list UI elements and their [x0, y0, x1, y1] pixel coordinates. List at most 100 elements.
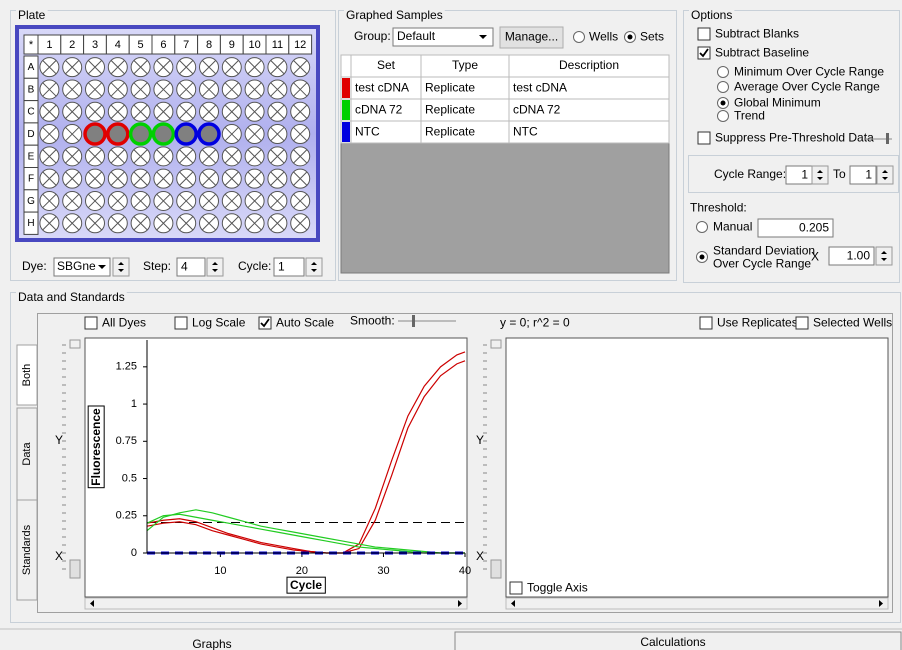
column-label: 5 [138, 39, 144, 51]
well-x [270, 171, 285, 186]
spin-up [882, 170, 888, 173]
well-x [65, 194, 80, 208]
spin-up [817, 170, 823, 173]
table-row[interactable] [340, 120, 670, 144]
column-label: 12 [294, 39, 306, 51]
radio[interactable] [717, 81, 729, 93]
radio-label: Average Over Cycle Range [734, 80, 880, 94]
well-x [224, 149, 239, 164]
selected-well[interactable] [83, 122, 107, 146]
scroll-button[interactable] [69, 339, 81, 349]
well-x [224, 127, 239, 141]
well-x [179, 171, 194, 186]
tab-label: Data [21, 442, 33, 466]
slider-thumb[interactable] [886, 133, 889, 144]
cell: Replicate [425, 125, 475, 139]
well-x [133, 82, 148, 97]
spin-up [311, 262, 317, 265]
selected-well[interactable] [106, 122, 130, 146]
radio[interactable] [717, 110, 729, 122]
scroll-thumb[interactable] [69, 559, 81, 579]
checkbox[interactable] [697, 46, 711, 60]
checkbox-label: Auto Scale [276, 316, 334, 330]
checkbox-label: Subtract Blanks [715, 27, 799, 41]
y-tick-label: 0.5 [122, 472, 137, 484]
radio-dot [627, 34, 633, 40]
label-box [87, 405, 105, 489]
well-x [270, 127, 285, 141]
button[interactable] [499, 26, 564, 49]
selected-well[interactable] [174, 122, 198, 146]
column-label: * [29, 39, 34, 51]
x-tick-label: 10 [214, 565, 226, 577]
text-input[interactable] [273, 257, 305, 277]
radio-label: Wells [589, 30, 618, 44]
group-title: Graphed Samples [346, 8, 443, 22]
h-scrollbar[interactable] [84, 597, 468, 610]
series-line [146, 360, 466, 554]
h-scrollbar[interactable] [505, 597, 889, 610]
well-x [270, 104, 285, 119]
checkbox[interactable] [258, 316, 272, 330]
well-x [202, 104, 216, 119]
title-bg [16, 290, 127, 305]
scroll-thumb[interactable] [490, 559, 502, 579]
radio[interactable] [573, 31, 585, 43]
radio-label: Trend [734, 109, 765, 123]
radio[interactable] [696, 221, 708, 233]
slider-thumb[interactable] [412, 315, 415, 327]
selected-well[interactable] [151, 122, 176, 146]
checkbox-label: Subtract Baseline [715, 46, 809, 60]
well-x [156, 149, 171, 164]
cell: Replicate [425, 81, 475, 95]
checkbox[interactable] [699, 316, 713, 330]
row-header [23, 211, 39, 235]
well-x [202, 82, 216, 97]
well-x [110, 82, 125, 97]
radio[interactable] [717, 66, 729, 78]
text-input[interactable] [828, 246, 875, 266]
spinner[interactable] [811, 165, 829, 185]
dropdown[interactable] [53, 257, 111, 277]
checkbox[interactable] [84, 316, 98, 330]
well-x [65, 104, 80, 119]
text-input[interactable] [176, 257, 206, 277]
well-x [133, 194, 148, 208]
well-x [247, 104, 262, 119]
dropdown-value: SBGne [57, 259, 96, 273]
text-input[interactable] [849, 165, 877, 185]
vertical-tab[interactable] [16, 344, 38, 406]
spinner[interactable] [875, 246, 893, 266]
well-x [156, 82, 171, 97]
row-label: F [28, 174, 34, 185]
vertical-tab[interactable] [16, 499, 38, 601]
series-line [146, 509, 465, 554]
well-x [133, 149, 148, 164]
text-input[interactable] [757, 218, 834, 238]
well-x [202, 216, 216, 231]
check-mark [260, 318, 270, 328]
tab[interactable] [454, 631, 902, 650]
checkbox[interactable] [509, 581, 523, 595]
spinner[interactable] [206, 257, 224, 277]
checkbox[interactable] [697, 27, 711, 41]
check-mark [699, 48, 709, 58]
sub-box [688, 155, 899, 193]
well-x [293, 60, 308, 75]
well-x [42, 216, 57, 231]
selected-well[interactable] [197, 122, 221, 146]
row-label: B [28, 84, 35, 95]
scroll-button[interactable] [490, 339, 502, 349]
well-x [224, 171, 239, 186]
checkbox[interactable] [795, 316, 809, 330]
spinner[interactable] [305, 257, 323, 277]
checkbox[interactable] [697, 131, 711, 145]
checkbox-label: Log Scale [192, 316, 246, 330]
checkbox[interactable] [174, 316, 188, 330]
spinner[interactable] [876, 165, 894, 185]
selected-well[interactable] [128, 122, 153, 146]
text-input[interactable] [785, 165, 813, 185]
well-x [88, 171, 102, 186]
dropdown[interactable] [392, 27, 494, 47]
spinner[interactable] [112, 257, 130, 277]
